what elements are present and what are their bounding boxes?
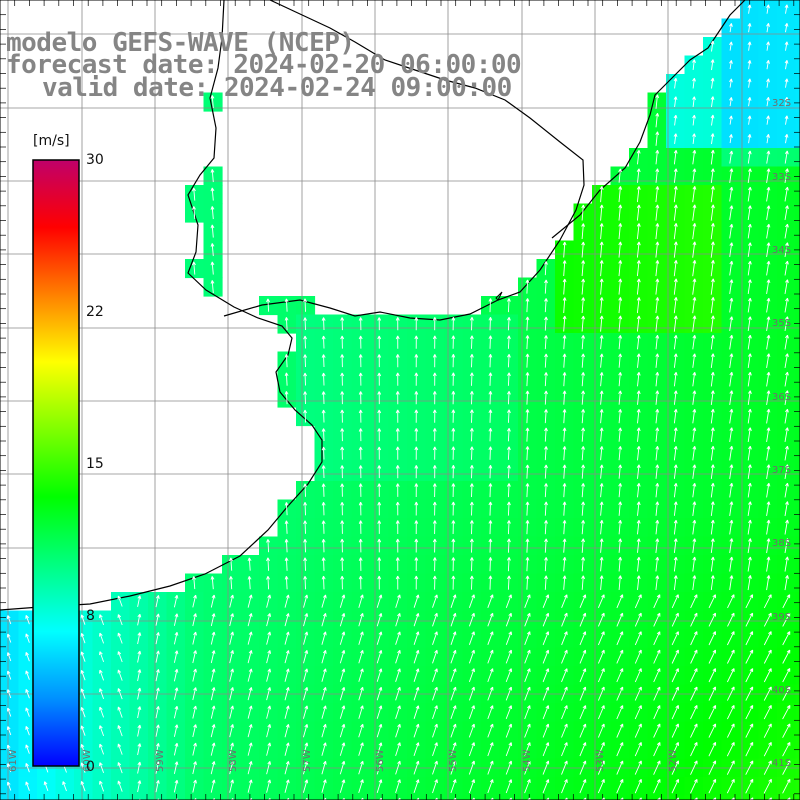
colorbar-tick-0: 0: [86, 759, 95, 775]
lat-label: 38S: [772, 538, 791, 549]
forecast-date: forecast date: 2024-02-20 06:00:00: [6, 50, 522, 80]
lon-label: 55W: [448, 749, 459, 772]
lat-label: 40S: [772, 685, 791, 696]
lat-label: 39S: [772, 612, 791, 623]
wind-arrows: [6, 4, 791, 800]
model-title: modelo GEFS-WAVE (NCEP): [6, 28, 355, 58]
colorbar-tick-15: 15: [86, 456, 104, 472]
lon-label: 57W: [302, 749, 313, 772]
lon-label: 53W: [595, 749, 606, 772]
coastline: [0, 0, 746, 611]
lat-label: 37S: [772, 465, 791, 476]
lon-labels: 61W 60W 59W 58W 57W 56W 55W 54W 53W 52W: [8, 749, 679, 772]
colorbar-tick-22: 22: [86, 304, 104, 320]
lat-label: 36S: [772, 392, 791, 403]
lat-label: 35S: [772, 318, 791, 329]
colorbar-unit: [m/s]: [33, 133, 70, 149]
lat-label: 33S: [772, 172, 791, 183]
colorbar-tick-30: 30: [86, 152, 104, 168]
lon-label: 54W: [522, 749, 533, 772]
lat-label: 41S: [772, 758, 791, 769]
lon-label: 60W: [82, 749, 93, 772]
lon-label: 58W: [228, 749, 239, 772]
valid-date: valid date: 2024-02-24 09:00:00: [42, 73, 512, 103]
lon-label: 52W: [668, 749, 679, 772]
lon-label: 56W: [375, 749, 386, 772]
lon-label: 59W: [155, 749, 166, 772]
colorbar-tick-8: 8: [86, 608, 95, 624]
lat-label: 34S: [772, 245, 791, 256]
lat-label: 32S: [772, 98, 791, 109]
colorbar: [32, 159, 80, 767]
lat-labels: 32S 33S 34S 35S 36S 37S 38S 39S 40S 41S: [772, 98, 791, 769]
lon-label: 61W: [8, 749, 19, 772]
